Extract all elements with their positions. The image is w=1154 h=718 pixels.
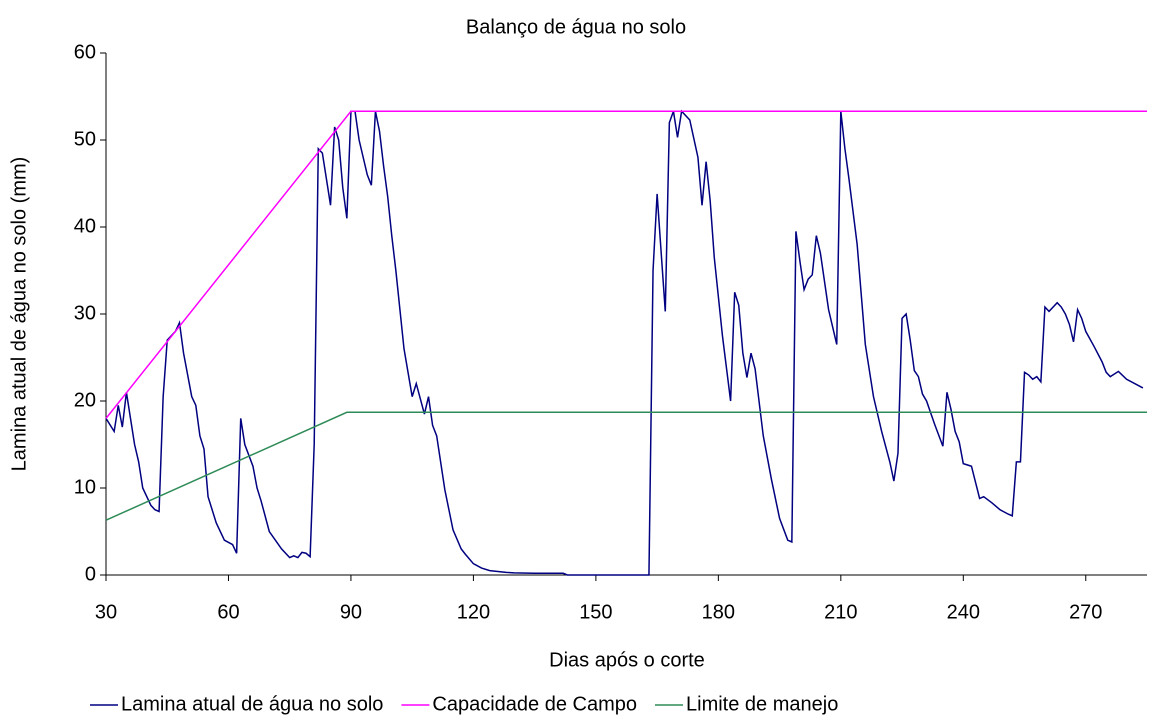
- y-tick-label: 60: [74, 41, 96, 63]
- x-tick-label: 150: [579, 601, 612, 623]
- chart-title: Balanço de água no solo: [466, 16, 686, 38]
- x-tick-label: 240: [947, 601, 980, 623]
- x-tick-label: 90: [340, 601, 362, 623]
- x-tick-label: 210: [824, 601, 857, 623]
- series-line: [105, 110, 1147, 419]
- y-tick-label: 10: [74, 476, 96, 498]
- y-axis-label: Lamina atual de água no solo (mm): [8, 157, 30, 472]
- legend-label: Lamina atual de água no solo: [121, 693, 383, 715]
- y-tick-label: 40: [74, 215, 96, 237]
- y-tick-label: 20: [74, 389, 96, 411]
- x-axis-label: Dias após o corte: [549, 649, 705, 671]
- x-tick-label: 30: [95, 601, 117, 623]
- x-tick-label: 180: [702, 601, 735, 623]
- y-tick-label: 50: [74, 128, 96, 150]
- legend-label: Capacidade de Campo: [432, 693, 637, 715]
- y-tick-label: 30: [74, 302, 96, 324]
- series-line: [105, 411, 1147, 521]
- x-tick-label: 120: [457, 601, 490, 623]
- x-tick-label: 270: [1069, 601, 1102, 623]
- series-line: [105, 109, 1144, 576]
- x-tick-label: 60: [217, 601, 239, 623]
- y-tick-label: 0: [85, 563, 96, 585]
- legend-label: Limite de manejo: [686, 693, 838, 715]
